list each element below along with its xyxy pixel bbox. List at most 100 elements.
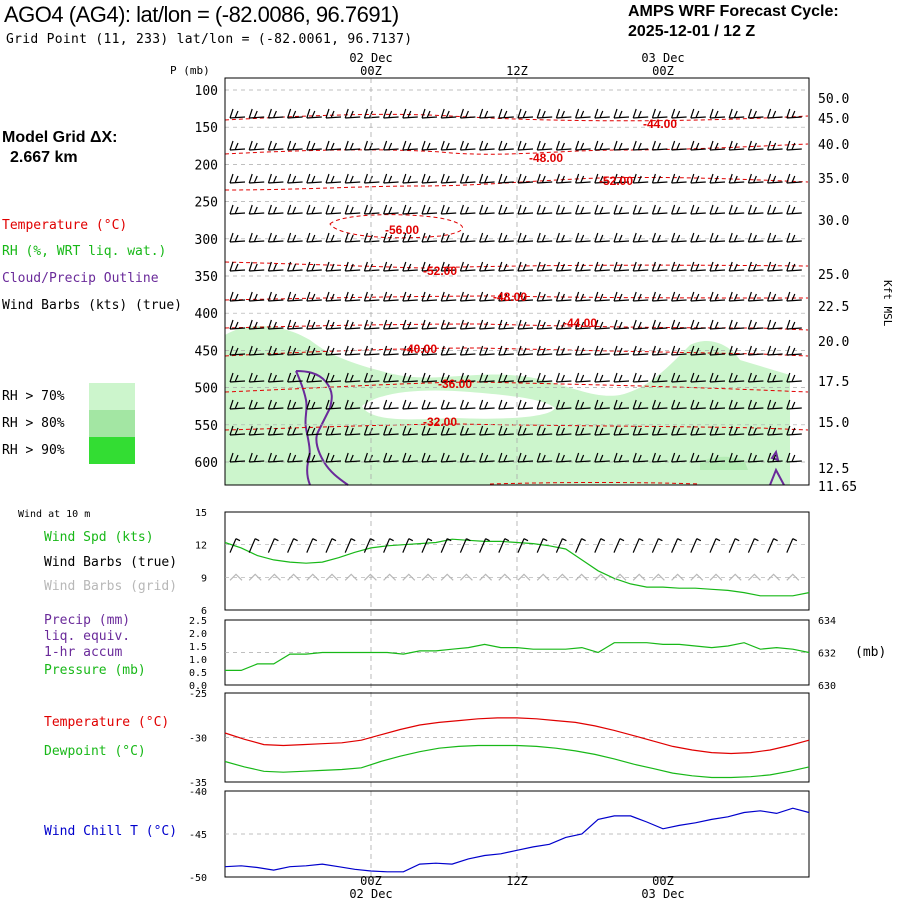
- wind-barb: [267, 399, 284, 410]
- wind-barb: [747, 291, 764, 302]
- wind-barb: [306, 399, 322, 410]
- wind-barb: [498, 291, 514, 302]
- wind-barb: [344, 261, 361, 272]
- wind-barb: [248, 319, 265, 330]
- wind-barb: [229, 345, 246, 356]
- swatch-rh90: [89, 437, 135, 464]
- wind-barb: [421, 108, 438, 119]
- wind-barb: [517, 140, 534, 151]
- temperature-contour-label: -48.00: [493, 290, 527, 304]
- wind-barb: [671, 372, 687, 383]
- wind-barb: [498, 261, 514, 272]
- wind-barb: [325, 319, 342, 330]
- wind-barb: [747, 345, 764, 356]
- wind-barb: [728, 140, 745, 151]
- wind-barb: [306, 204, 322, 215]
- wind-barb: [421, 204, 438, 215]
- wind-barb: [728, 291, 745, 302]
- wind-barb: [786, 108, 802, 119]
- wind-barb: [306, 173, 322, 184]
- wind-barb: [517, 173, 534, 184]
- wind-barb: [728, 345, 745, 356]
- wind-barb: [287, 372, 303, 383]
- wind-barb: [575, 232, 591, 243]
- wind-barb: [690, 425, 706, 436]
- cloud-outline-left: [295, 370, 349, 486]
- wind-barb: [651, 173, 668, 184]
- rh-dry-pocket: [362, 390, 555, 420]
- wind-barb: [248, 452, 265, 463]
- wind-barb: [517, 204, 534, 215]
- wind-barb: [421, 452, 438, 463]
- legend-pressure: Pressure (mb): [44, 663, 146, 678]
- wind-barb: [498, 345, 514, 356]
- wind-barb: [747, 108, 764, 119]
- wind-barb: [536, 425, 553, 436]
- wind-barb-grid: [229, 573, 243, 581]
- wind-barb: [632, 232, 649, 243]
- wind-barb: [632, 108, 649, 119]
- wind-barb: [383, 425, 399, 436]
- wind-barb: [440, 261, 457, 272]
- wind-barb: [248, 173, 265, 184]
- wind-barb: [517, 345, 534, 356]
- y-tick-label: -30: [189, 734, 207, 745]
- wind-barb: [402, 345, 418, 356]
- wind-barb-true: [671, 538, 682, 553]
- wind-barb: [536, 319, 553, 330]
- wind-barb: [575, 140, 591, 151]
- cloud-outline-right: [769, 449, 785, 486]
- wind-barb: [555, 425, 572, 436]
- wind-barb: [786, 452, 802, 463]
- wind-barb: [325, 425, 342, 436]
- wind-barb: [690, 345, 706, 356]
- legend-wind-spd: Wind Spd (kts): [44, 530, 154, 545]
- top-axis-date: 02 Dec: [349, 51, 392, 65]
- wind-barb: [536, 108, 553, 119]
- wind-barb-grid: [287, 573, 301, 581]
- wind-barb: [594, 399, 610, 410]
- wind-barb-grid: [767, 573, 781, 581]
- wind-barb: [767, 452, 783, 463]
- wind-barb: [555, 291, 572, 302]
- wind-barb: [363, 291, 380, 302]
- wind-barb: [325, 291, 342, 302]
- legend-rh90: RH > 90%: [2, 443, 65, 458]
- wind-barb-true: [651, 538, 663, 553]
- wind-barb-grid: [575, 573, 589, 581]
- height-tick-label: 15.0: [818, 416, 849, 431]
- wind-barb: [248, 232, 265, 243]
- legend-rh70: RH > 70%: [2, 389, 65, 404]
- wind-barb: [517, 108, 534, 119]
- y-tick-label: 15: [195, 508, 207, 519]
- wind-barb-grid: [479, 573, 493, 581]
- wind-barb: [767, 261, 783, 272]
- wind-barb: [344, 232, 361, 243]
- wind-barb: [671, 425, 687, 436]
- wind-barb: [709, 291, 726, 302]
- wind-barb: [690, 232, 706, 243]
- wind-barb: [728, 204, 745, 215]
- wind-barb: [594, 319, 610, 330]
- temperature-contour-label: -56.00: [385, 223, 419, 237]
- wind-barb: [402, 261, 418, 272]
- wind-barb-true: [325, 538, 337, 553]
- forecast-cycle: AMPS WRF Forecast Cycle: 2025-12-01 / 12…: [628, 2, 839, 42]
- wind-barb: [786, 261, 802, 272]
- y-tick-label: -40: [189, 787, 207, 798]
- wind-barb: [402, 452, 418, 463]
- wind-barb: [555, 399, 572, 410]
- swatch-rh70: [89, 383, 135, 410]
- wind-barb: [325, 140, 342, 151]
- wind-barb: [728, 399, 745, 410]
- wind-barb-grid: [306, 573, 320, 581]
- wind-barb: [747, 399, 764, 410]
- wind-barb-true: [306, 538, 318, 553]
- wind-barb: [344, 399, 361, 410]
- wind-barb: [786, 425, 802, 436]
- pressure-tick-label: 400: [195, 307, 218, 322]
- wind-barb: [536, 372, 553, 383]
- wind-barb: [671, 108, 687, 119]
- wind-barb: [459, 140, 476, 151]
- wind-barb: [267, 372, 284, 383]
